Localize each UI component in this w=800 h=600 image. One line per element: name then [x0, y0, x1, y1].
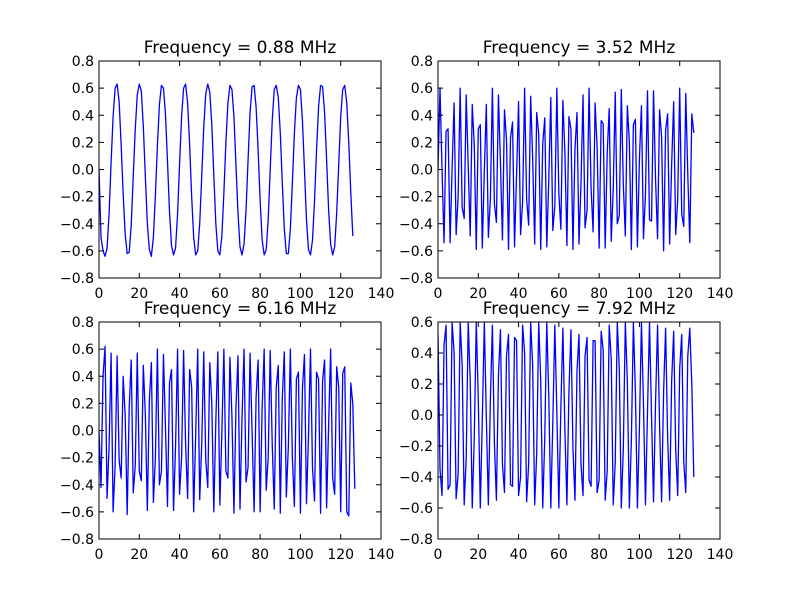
y-tick-label: −0.6 [399, 501, 433, 517]
y-tick-label: 0.2 [411, 135, 433, 151]
y-tick-label: −0.8 [60, 532, 94, 548]
x-tick-label: 120 [666, 547, 693, 563]
x-tick-label: 100 [626, 286, 653, 302]
y-tick-label: 0.8 [72, 315, 94, 331]
y-tick-label: 0.0 [72, 163, 94, 179]
y-tick-label: −0.4 [60, 478, 94, 494]
y-tick-label: −0.4 [399, 470, 433, 486]
x-tick-label: 0 [434, 547, 443, 563]
y-tick-label: 0.0 [411, 408, 433, 424]
y-tick-label: −0.2 [60, 451, 94, 467]
y-tick-label: −0.6 [60, 505, 94, 521]
x-tick-label: 60 [211, 286, 229, 302]
series-line [99, 345, 356, 517]
x-tick-label: 0 [434, 286, 443, 302]
subplot-2: Frequency = 3.52 MHz 0 20 40 60 80 100 120 140 −… [399, 38, 733, 302]
x-tick-label: 80 [251, 547, 269, 563]
y-tick-label: 0.6 [411, 315, 433, 331]
x-tick-label: 120 [327, 547, 354, 563]
x-tick-label: 20 [130, 547, 148, 563]
x-tick-label: 140 [707, 547, 734, 563]
y-tick-label: 0.8 [72, 54, 94, 70]
y-tick-label: 0.0 [72, 424, 94, 440]
y-tick-label: −0.8 [60, 271, 94, 287]
x-tick-label: 120 [666, 286, 693, 302]
x-tick-label: 80 [590, 547, 608, 563]
x-tick-label: 20 [469, 286, 487, 302]
y-tick-label: 0.8 [411, 54, 433, 70]
y-tick-label: −0.6 [399, 244, 433, 260]
subplot-title: Frequency = 6.16 MHz [144, 299, 337, 319]
x-tick-label: 100 [626, 547, 653, 563]
y-tick-label: 0.2 [72, 396, 94, 412]
x-tick-label: 120 [327, 286, 354, 302]
y-tick-label: −0.8 [399, 532, 433, 548]
axes-frame [437, 321, 721, 540]
x-tick-label: 60 [550, 286, 568, 302]
series-line [438, 87, 695, 252]
subplot-1: Frequency = 0.88 MHz 0 20 40 60 80 100 120 140 −… [60, 38, 394, 302]
x-tick-label: 40 [510, 286, 528, 302]
y-tick-label: 0.2 [411, 377, 433, 393]
x-tick-label: 0 [95, 547, 104, 563]
subplot-title: Frequency = 3.52 MHz [483, 38, 676, 58]
x-tick-label: 40 [171, 547, 189, 563]
x-tick-label: 40 [510, 547, 528, 563]
y-tick-label: 0.0 [411, 163, 433, 179]
x-tick-label: 140 [368, 286, 395, 302]
x-tick-label: 60 [550, 547, 568, 563]
y-tick-label: −0.2 [399, 190, 433, 206]
x-tick-label: 40 [171, 286, 189, 302]
y-tick-label: −0.6 [60, 244, 94, 260]
x-tick-label: 20 [469, 547, 487, 563]
series-line [438, 322, 695, 509]
y-tick-label: 0.4 [72, 369, 94, 385]
x-tick-label: 140 [368, 547, 395, 563]
x-tick-label: 80 [251, 286, 269, 302]
subplot-title: Frequency = 0.88 MHz [144, 38, 337, 58]
y-tick-label: −0.4 [399, 217, 433, 233]
y-tick-label: 0.6 [411, 81, 433, 97]
x-tick-label: 0 [95, 286, 104, 302]
y-tick-label: 0.6 [72, 81, 94, 97]
subplot-4: Frequency = 7.92 MHz 0 20 40 60 80 100 120 140 −… [399, 299, 733, 563]
x-tick-label: 100 [287, 547, 314, 563]
y-tick-label: 0.4 [411, 346, 433, 362]
subplot-3: Frequency = 6.16 MHz 0 20 40 60 80 100 120 140 −… [60, 299, 394, 563]
y-tick-label: −0.8 [399, 271, 433, 287]
y-tick-label: 0.4 [72, 108, 94, 124]
y-tick-label: −0.2 [60, 190, 94, 206]
x-tick-label: 140 [707, 286, 734, 302]
x-tick-label: 100 [287, 286, 314, 302]
series-line [99, 83, 354, 257]
x-tick-label: 20 [130, 286, 148, 302]
y-tick-label: 0.4 [411, 108, 433, 124]
x-tick-label: 80 [590, 286, 608, 302]
y-tick-label: −0.4 [60, 217, 94, 233]
y-tick-label: −0.2 [399, 439, 433, 455]
x-tick-label: 60 [211, 547, 229, 563]
y-tick-label: 0.2 [72, 135, 94, 151]
y-tick-label: 0.6 [72, 342, 94, 358]
subplot-title: Frequency = 7.92 MHz [483, 299, 676, 319]
